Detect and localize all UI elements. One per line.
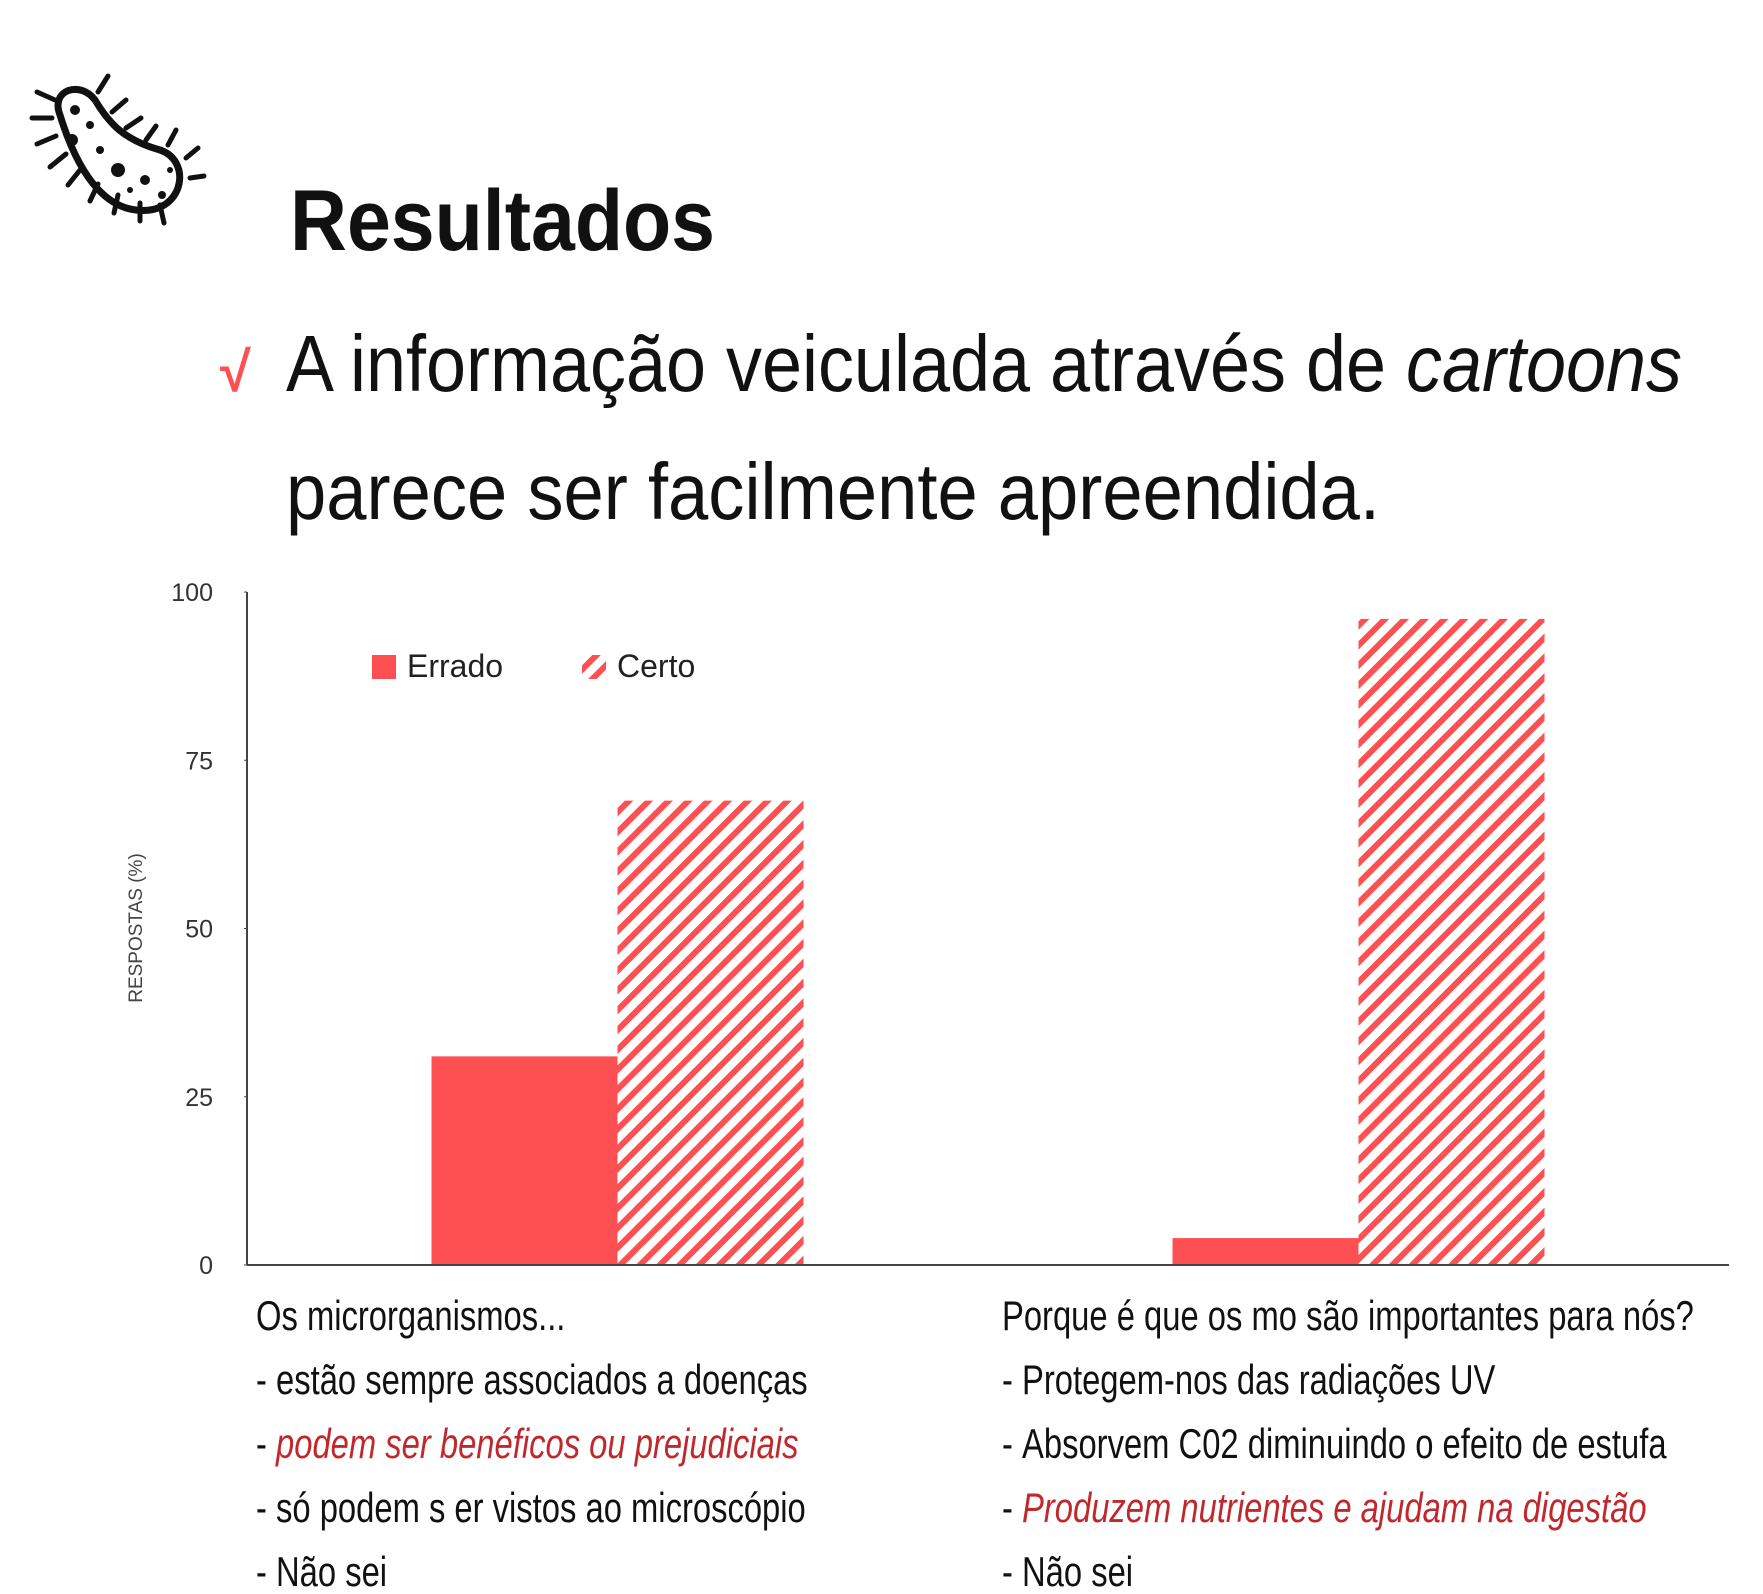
answer-text: estão sempre associados a doenças: [276, 1356, 808, 1403]
answer-text: Produzem nutrientes e ajudam na digestão: [1022, 1484, 1647, 1531]
answer-text: podem ser benéficos ou prejudiciais: [275, 1420, 799, 1467]
check-mark: √: [220, 340, 251, 403]
category-block: Porque é que os mo são importantes para …: [1002, 1292, 1694, 1594]
bar: [617, 800, 804, 1265]
legend-swatch: [372, 655, 396, 679]
answer-text: Protegem-nos das radiações UV: [1022, 1356, 1495, 1403]
answer-line: - estão sempre associados a doenças: [256, 1356, 808, 1403]
answer-text: Absorvem C02 diminuindo o efeito de estu…: [1022, 1420, 1667, 1467]
bar: [431, 1056, 618, 1265]
bacterium-icon: [29, 73, 207, 226]
answer-line: - Não sei: [1002, 1548, 1133, 1594]
bullet-italic: cartoons: [1406, 319, 1682, 408]
category-block: Os microrganismos... - estão sempre assoc…: [256, 1292, 808, 1594]
bullet-text: A informação veiculada através de: [286, 319, 1386, 408]
answer-marker: -: [256, 1420, 267, 1467]
legend-label: Certo: [617, 648, 695, 684]
y-tick-label: 75: [185, 747, 213, 775]
answer-text: só podem s er vistos ao microscópio: [276, 1484, 806, 1531]
answer-line: - só podem s er vistos ao microscópio: [256, 1484, 806, 1531]
bar: [1172, 1238, 1359, 1265]
answer-text: Não sei: [276, 1548, 387, 1594]
y-tick-label: 0: [199, 1252, 213, 1280]
answer-line: - Absorvem C02 diminuindo o efeito de es…: [1002, 1420, 1667, 1467]
y-tick-label: 50: [185, 916, 213, 944]
x-tick-label: Porque é que os mo são importantes para …: [1002, 1292, 1694, 1339]
answer-line: - Protegem-nos das radiações UV: [1002, 1356, 1495, 1403]
answer-text: Não sei: [1022, 1548, 1133, 1594]
answer-marker: -: [256, 1356, 267, 1403]
title: Resultados: [290, 173, 715, 269]
answer-line: - podem ser benéficos ou prejudiciais: [256, 1420, 799, 1467]
answer-marker: -: [1002, 1484, 1013, 1531]
answer-line: - Não sei: [256, 1548, 387, 1594]
answer-marker: -: [256, 1548, 267, 1594]
legend-label: Errado: [407, 648, 503, 684]
legend-swatch: [582, 655, 606, 679]
bullet-line: parece ser facilmente apreendida.: [286, 447, 1380, 536]
bar: [1358, 618, 1545, 1265]
answer-marker: -: [1002, 1420, 1013, 1467]
y-axis-label: RESPOSTAS (%): [126, 853, 147, 1003]
answer-line: - Produzem nutrientes e ajudam na digest…: [1002, 1484, 1647, 1531]
answer-marker: -: [256, 1484, 267, 1531]
answer-marker: -: [1002, 1548, 1013, 1594]
y-tick-label: 100: [171, 579, 213, 607]
bullet-line: A informação veiculada através de cartoo…: [286, 319, 1682, 408]
y-tick-label: 25: [185, 1084, 213, 1112]
answer-marker: -: [1002, 1356, 1013, 1403]
x-tick-label: Os microrganismos...: [256, 1292, 565, 1339]
